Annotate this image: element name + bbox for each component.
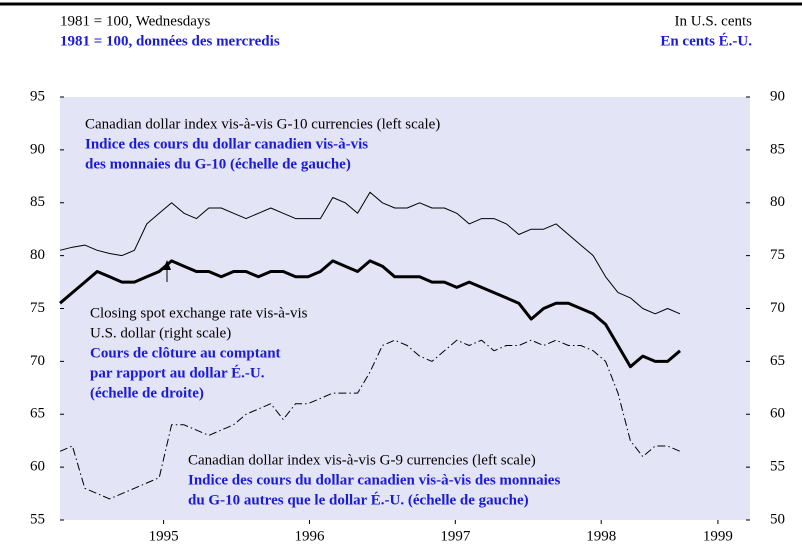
y2-tick-label: 65 — [770, 353, 785, 369]
annotation: Indice des cours du dollar canadien vis-… — [85, 136, 368, 152]
x-tick-label: 1995 — [149, 528, 179, 544]
x-tick-label: 1996 — [294, 528, 325, 544]
y-tick-label: 75 — [30, 300, 45, 316]
annotation: Canadian dollar index vis-à-vis G-9 curr… — [188, 452, 536, 468]
annotation: U.S. dollar (right scale) — [90, 325, 231, 341]
annotation: Indice des cours du dollar canadien vis-… — [188, 472, 560, 488]
header-left-fr: 1981 = 100, données des mercredis — [60, 33, 280, 49]
y2-tick-label: 75 — [770, 247, 785, 263]
plot-area — [60, 97, 750, 520]
y-tick-label: 80 — [30, 247, 45, 263]
header-left: 1981 = 100, Wednesdays — [60, 13, 210, 29]
y2-tick-label: 60 — [770, 406, 785, 422]
header-right: In U.S. cents — [675, 13, 753, 29]
x-tick-label: 1999 — [703, 528, 733, 544]
y2-tick-label: 90 — [770, 88, 785, 104]
y-tick-label: 60 — [30, 459, 45, 475]
x-tick-label: 1997 — [440, 528, 471, 544]
series-line — [59, 191, 681, 315]
annotation: Cours de clôture au comptant — [90, 345, 281, 361]
y2-tick-label: 50 — [770, 511, 785, 527]
y-tick-label: 90 — [30, 141, 45, 157]
y-tick-label: 65 — [30, 406, 45, 422]
y-tick-label: 70 — [30, 353, 45, 369]
annotation: Canadian dollar index vis-à-vis G-10 cur… — [85, 116, 440, 132]
header-right-fr: En cents É.-U. — [660, 32, 752, 49]
y2-tick-label: 85 — [770, 141, 785, 157]
annotation: du G-10 autres que le dollar É.-U. (éche… — [188, 491, 529, 508]
series-line — [59, 259, 681, 369]
y2-tick-label: 80 — [770, 194, 785, 210]
y-tick-label: 55 — [30, 511, 45, 527]
annotation: Closing spot exchange rate vis-à-vis — [90, 305, 308, 321]
y-tick-label: 85 — [30, 194, 45, 210]
x-tick-label: 1998 — [586, 528, 616, 544]
y-tick-label: 95 — [30, 88, 45, 104]
annotation: par rapport au dollar É.-U. — [90, 364, 265, 381]
y2-tick-label: 55 — [770, 459, 785, 475]
annotation: des monnaies du G-10 (échelle de gauche) — [85, 156, 351, 172]
y2-tick-label: 70 — [770, 300, 785, 316]
series-line — [59, 339, 681, 500]
annotation: (échelle de droite) — [90, 385, 204, 401]
